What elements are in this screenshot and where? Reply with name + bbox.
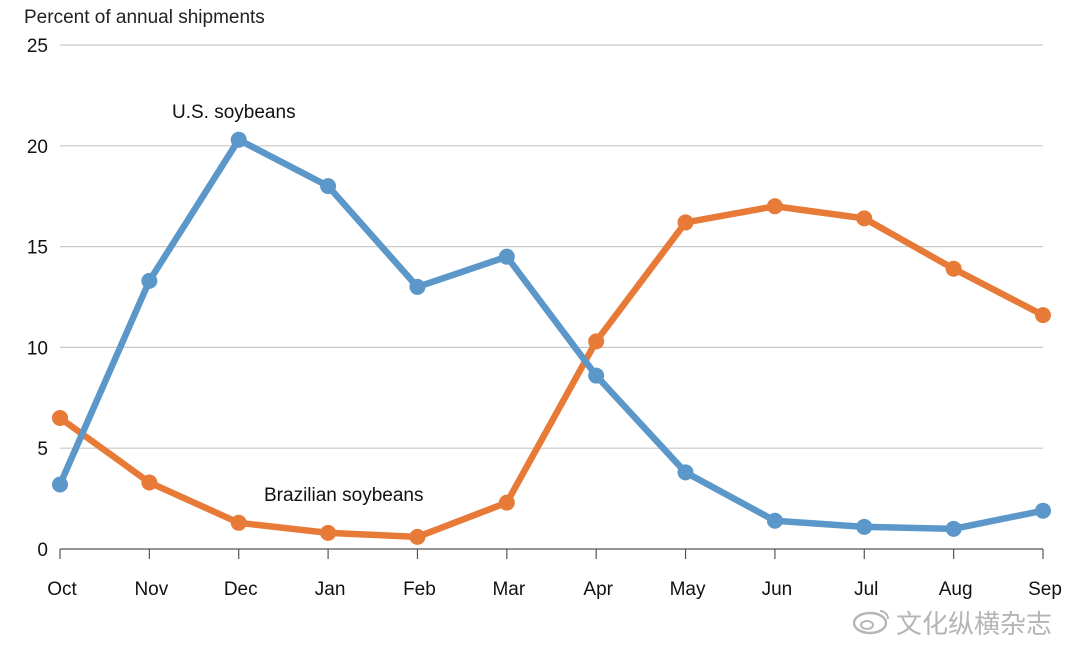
data-point bbox=[141, 474, 158, 491]
data-point bbox=[409, 528, 426, 545]
series-u-s-soybeans bbox=[52, 131, 1051, 537]
y-axis-title: Percent of annual shipments bbox=[24, 7, 265, 28]
data-point bbox=[141, 272, 158, 289]
watermark-text: 文化纵横杂志 bbox=[896, 609, 1052, 639]
y-tick-label: 10 bbox=[27, 338, 48, 359]
data-point bbox=[1035, 307, 1051, 324]
data-point bbox=[498, 248, 515, 265]
data-point bbox=[230, 131, 247, 148]
y-tick-label: 20 bbox=[27, 137, 48, 158]
x-tick-label: May bbox=[670, 579, 706, 600]
y-tick-label: 25 bbox=[27, 36, 48, 57]
x-tick-label: Dec bbox=[224, 579, 258, 600]
data-point bbox=[588, 333, 605, 350]
data-point bbox=[320, 178, 337, 195]
us-soybeans-label: U.S. soybeans bbox=[172, 102, 296, 123]
data-point bbox=[677, 214, 694, 231]
data-point bbox=[945, 260, 962, 277]
watermark: 文化纵横杂志 bbox=[852, 609, 1052, 639]
data-point bbox=[1035, 502, 1051, 519]
x-tick-label: Oct bbox=[47, 579, 77, 600]
data-point bbox=[856, 518, 873, 535]
x-tick-label: Aug bbox=[939, 579, 973, 600]
y-tick-labels: 0 5 10 15 20 25 bbox=[27, 36, 48, 561]
x-tick-label: Jul bbox=[854, 579, 878, 600]
data-point bbox=[52, 409, 68, 426]
data-point bbox=[230, 514, 247, 531]
data-point bbox=[856, 210, 873, 227]
grid-lines bbox=[60, 44, 1043, 449]
data-point bbox=[320, 524, 337, 541]
series-line bbox=[56, 203, 1047, 541]
x-tick-label: Feb bbox=[403, 579, 436, 600]
data-point bbox=[498, 494, 515, 511]
x-tick-label: Sep bbox=[1028, 579, 1062, 600]
y-tick-label: 0 bbox=[37, 540, 48, 561]
series-brazilian-soybeans bbox=[52, 198, 1051, 545]
x-tick-label: Jan bbox=[315, 579, 346, 600]
brazilian-soybeans-label: Brazilian soybeans bbox=[264, 485, 423, 506]
x-axis: Oct Nov Dec Jan Feb Mar Apr May Jun Jul Aug Sep bbox=[47, 548, 1062, 600]
data-point bbox=[766, 512, 783, 529]
series-line bbox=[56, 136, 1047, 533]
x-tick-label: Jun bbox=[762, 579, 793, 600]
data-point bbox=[945, 520, 962, 537]
y-tick-label: 15 bbox=[27, 238, 48, 259]
y-tick-label: 5 bbox=[37, 439, 48, 460]
x-tick-label: Apr bbox=[583, 579, 613, 600]
x-tick-label: Nov bbox=[134, 579, 168, 600]
data-point bbox=[52, 476, 68, 493]
weibo-icon bbox=[852, 610, 889, 635]
series-layer bbox=[52, 131, 1051, 545]
data-point bbox=[677, 464, 694, 481]
x-tick-label: Mar bbox=[492, 579, 525, 600]
data-point bbox=[766, 198, 783, 215]
data-point bbox=[409, 278, 426, 295]
data-point bbox=[588, 367, 605, 384]
